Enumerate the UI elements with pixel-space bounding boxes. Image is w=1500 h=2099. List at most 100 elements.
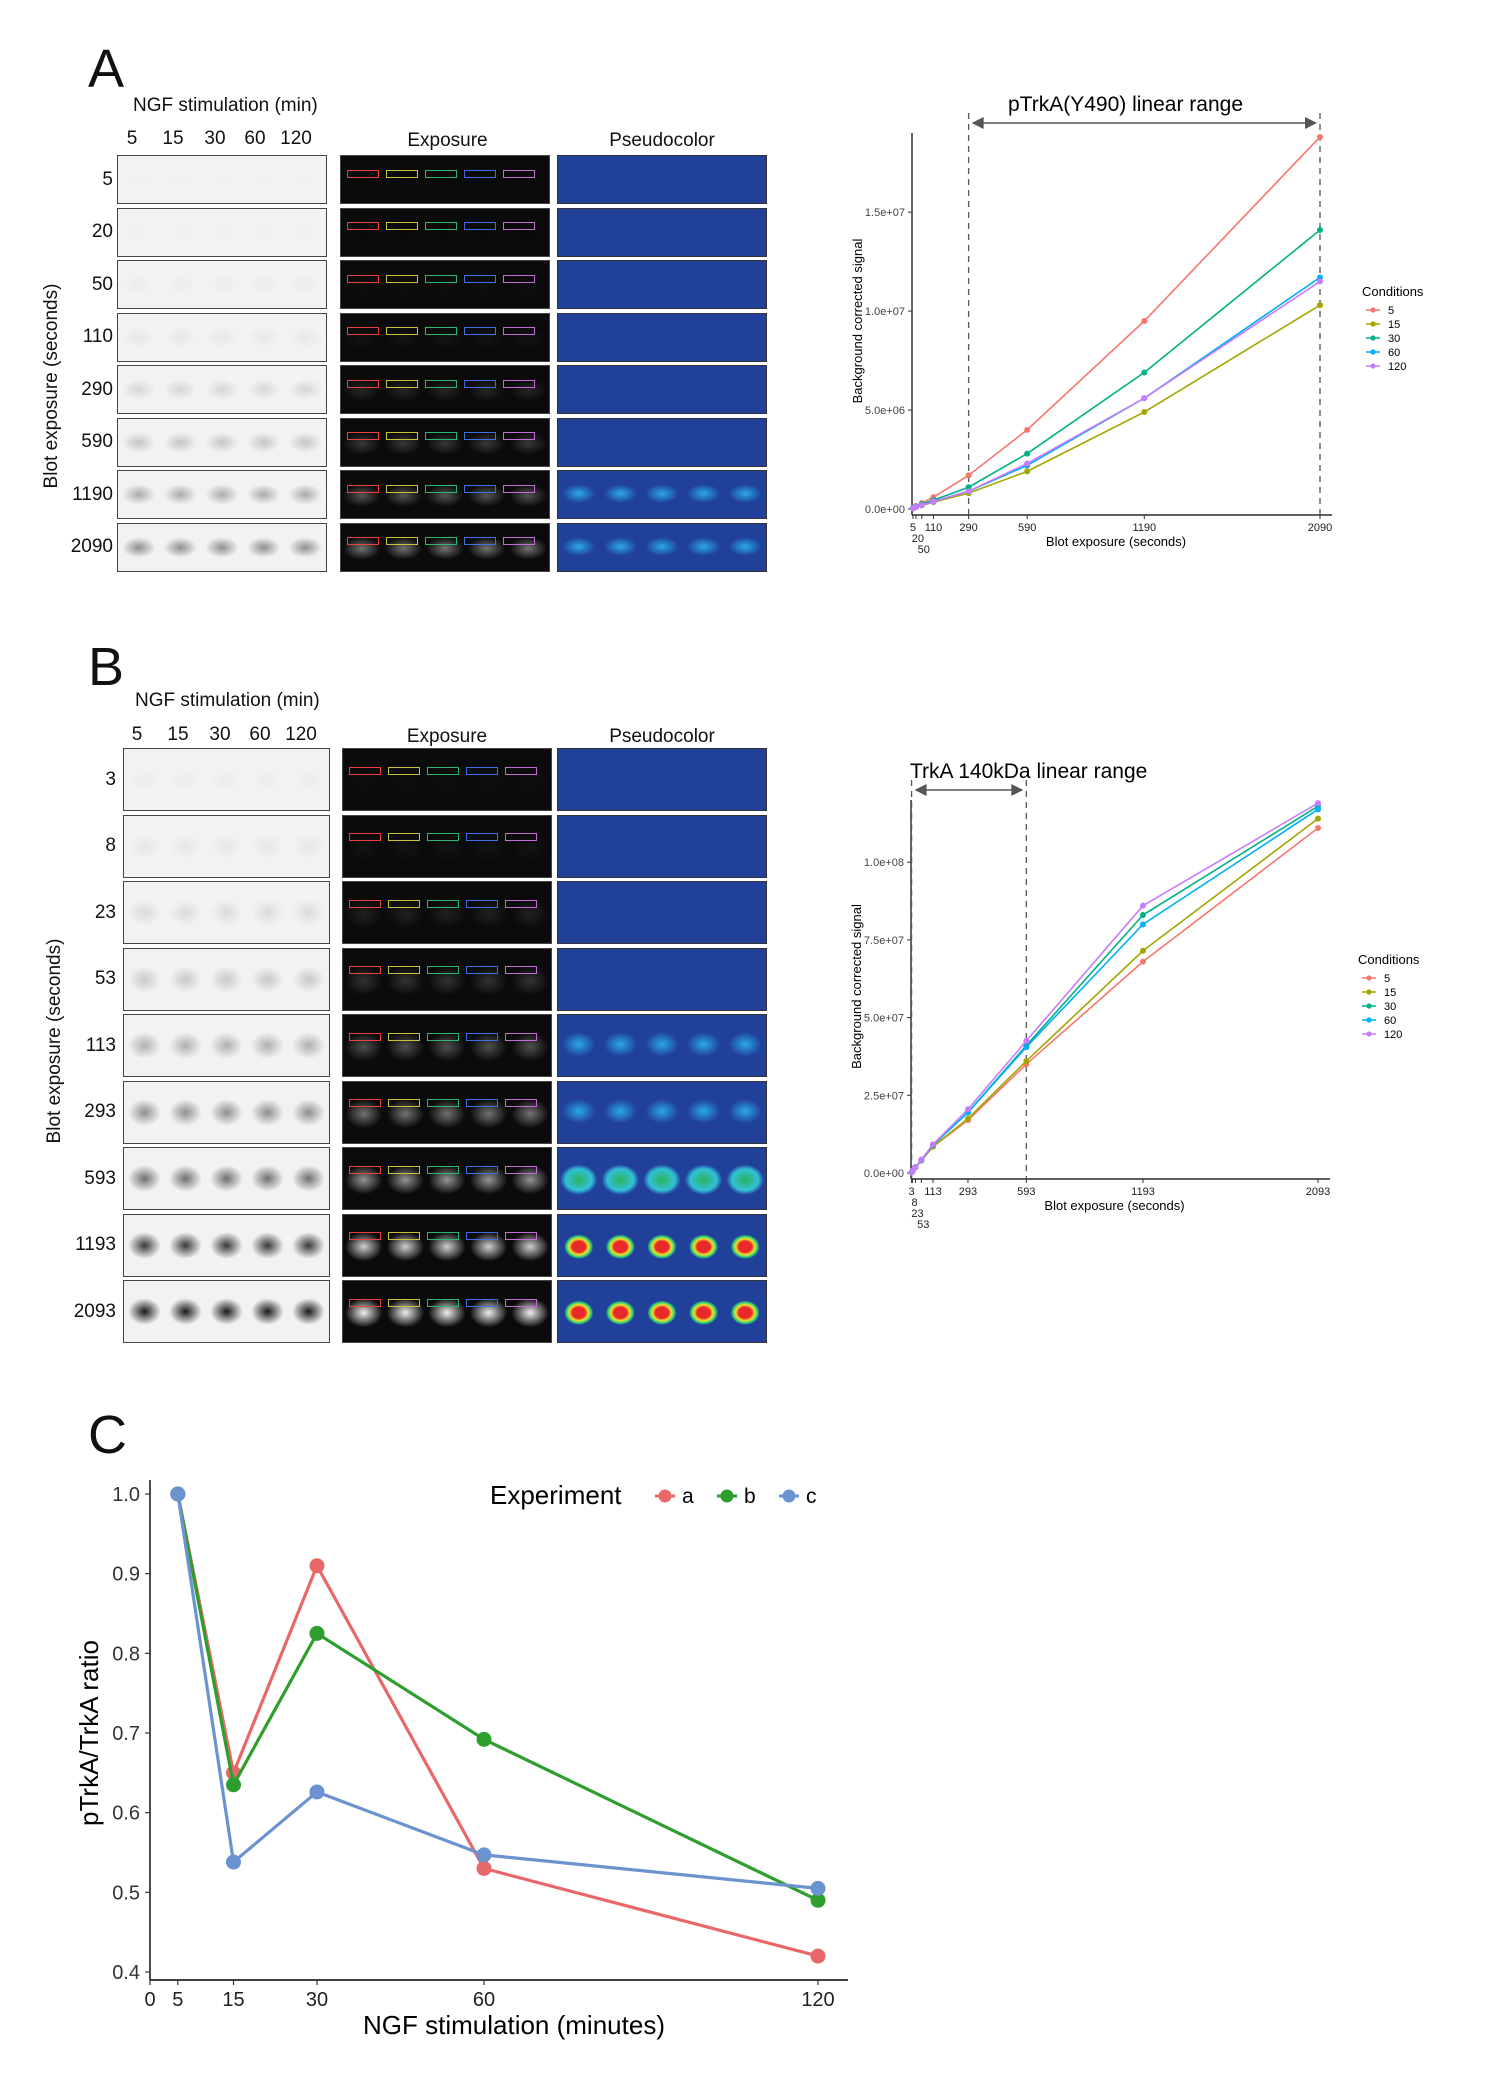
data-point <box>912 504 919 511</box>
lane-roi-box <box>388 1165 420 1174</box>
pseudocolor-image <box>557 155 767 204</box>
row-label: 50 <box>91 273 113 295</box>
data-point <box>170 1486 186 1502</box>
legend-label: 5 <box>1384 973 1390 985</box>
data-point <box>1315 800 1321 807</box>
pseudocolor-image <box>557 814 767 878</box>
lane-roi-box <box>466 899 498 908</box>
lane-roi-box <box>388 1032 420 1041</box>
data-point <box>918 502 925 509</box>
lane-label: 120 <box>285 724 317 745</box>
data-point <box>1139 902 1146 909</box>
lane-roi-box <box>427 1165 459 1174</box>
exposure-image <box>342 881 552 944</box>
lane-roi-box <box>427 1232 459 1241</box>
exposure-image <box>340 260 550 309</box>
x-tick-label: 120 <box>801 1989 834 2011</box>
blot-image <box>123 748 330 811</box>
lane-roi-box <box>388 899 420 908</box>
x-tick-label: 50 <box>918 544 930 556</box>
lane-roi-box <box>503 327 535 336</box>
lane-roi-box <box>427 833 459 842</box>
lane-roi-box <box>388 766 420 775</box>
legend-label: b <box>744 1485 756 1508</box>
data-point <box>1139 921 1146 928</box>
data-point <box>965 472 972 479</box>
lane-roi-box <box>425 484 457 493</box>
lane-roi-box <box>503 484 535 493</box>
lane-roi-box <box>347 222 379 231</box>
lane-roi-box <box>505 766 537 775</box>
x-tick-label: 1190 <box>1132 522 1156 534</box>
x-tick-label: 110 <box>925 522 943 534</box>
lane-label: 15 <box>167 724 189 745</box>
pseudocolor-image <box>557 417 767 467</box>
data-point <box>1317 302 1323 309</box>
exposure-image <box>340 470 550 519</box>
exposure-image <box>340 312 550 362</box>
lane-roi-box <box>464 537 496 546</box>
lane-roi-box <box>466 1298 498 1307</box>
range-arrow-head-left <box>914 784 927 796</box>
lane-label: 60 <box>249 724 271 745</box>
row-label: 293 <box>84 1101 116 1122</box>
blot-image <box>117 522 327 572</box>
row-label: 110 <box>82 326 113 347</box>
row-label: 3 <box>105 768 116 790</box>
lane-roi-box <box>386 379 418 388</box>
lane-roi-box <box>347 327 379 336</box>
blot-image <box>117 260 327 309</box>
lane-roi-box <box>466 1099 498 1108</box>
data-point <box>1024 460 1031 467</box>
data-point <box>476 1860 492 1876</box>
exposure-image <box>342 1080 552 1144</box>
data-point <box>1024 450 1031 457</box>
blot-image <box>123 814 330 878</box>
lane-roi-box <box>349 1032 381 1041</box>
lane-roi-box <box>347 537 379 546</box>
row-label: 1190 <box>72 483 113 505</box>
lane-roi-box <box>505 833 537 842</box>
ngf-header-b: NGF stimulation (min) <box>135 690 320 711</box>
y-axis-label: Background corrected signal <box>850 239 865 404</box>
legend-label: 30 <box>1388 333 1400 345</box>
lane-roi-box <box>347 484 379 493</box>
legend-title: Experiment <box>490 1480 622 1510</box>
series-line <box>176 1493 819 1902</box>
row-label: 2093 <box>73 1300 116 1322</box>
data-point <box>1141 409 1148 416</box>
lane-roi-box <box>386 537 418 546</box>
lane-roi-box <box>464 169 496 178</box>
lane-label: 15 <box>162 128 184 149</box>
lane-roi-box <box>505 1099 537 1108</box>
exposure-image <box>340 155 550 204</box>
lane-roi-box <box>425 379 457 388</box>
data-point <box>930 498 937 505</box>
lane-roi-box <box>503 379 535 388</box>
data-point <box>810 1880 826 1896</box>
x-tick-label: 20 <box>912 533 924 545</box>
data-point <box>1023 1058 1030 1065</box>
x-tick-label: 293 <box>959 1186 977 1198</box>
data-point <box>964 1106 971 1113</box>
legend-label: 60 <box>1384 1015 1396 1027</box>
data-point <box>965 488 972 495</box>
pseudocolor-image <box>557 1280 767 1343</box>
lane-roi-box <box>349 1165 381 1174</box>
pseudocolor-image <box>557 1213 767 1277</box>
lane-label: 30 <box>204 128 226 149</box>
pseudocolor-image <box>557 470 767 519</box>
data-point <box>1023 1044 1030 1051</box>
data-point <box>1139 947 1146 954</box>
pseudocolor-image <box>557 365 767 414</box>
legend-key-point <box>1366 1017 1372 1023</box>
y-tick-label: 0.7 <box>112 1723 140 1745</box>
y-tick-label: 5.0e+06 <box>865 405 905 417</box>
x-tick-label: 30 <box>306 1989 328 2011</box>
data-point <box>1023 1037 1030 1044</box>
y-tick-label: 0.4 <box>112 1962 140 1984</box>
legend-key-point <box>782 1489 796 1503</box>
legend-label: 120 <box>1384 1029 1402 1041</box>
